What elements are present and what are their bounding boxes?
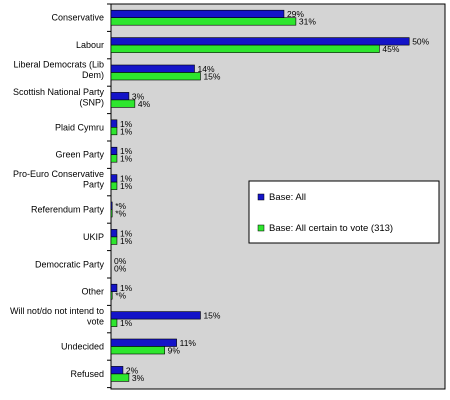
bar-certain <box>110 318 118 327</box>
bar-all <box>110 366 124 375</box>
value-label-all: 29% <box>287 9 304 19</box>
value-label-certain: 1% <box>120 126 133 136</box>
category-label: UKIP <box>83 232 104 242</box>
bar-certain <box>110 291 113 300</box>
bar-all <box>110 9 285 18</box>
bar-certain <box>110 72 201 81</box>
value-label-certain: *% <box>115 291 126 301</box>
bar-certain <box>110 346 165 355</box>
bar-certain <box>110 236 118 245</box>
bar-certain <box>110 373 130 382</box>
value-label-all: 15% <box>203 311 220 321</box>
bar-all <box>110 201 113 210</box>
legend-label-all: Base: All <box>269 192 306 203</box>
value-label-certain: 0% <box>114 263 127 273</box>
value-label-all: 1% <box>120 174 133 184</box>
value-label-all: 0% <box>114 256 127 266</box>
value-label-certain: *% <box>115 209 126 219</box>
bar-certain <box>110 99 136 108</box>
value-label-all: 50% <box>412 37 429 47</box>
legend-label-certain: Base: All certain to vote (313) <box>269 223 393 234</box>
category-label: Democratic Party <box>35 259 105 269</box>
value-label-all: 14% <box>198 64 215 74</box>
bar-all <box>110 64 195 73</box>
bar-all <box>110 119 118 128</box>
value-label-certain: 1% <box>120 318 133 328</box>
category-label: Refused <box>70 369 104 379</box>
value-label-certain: 45% <box>382 44 399 54</box>
bar-certain <box>110 127 118 136</box>
bar-all <box>110 283 118 293</box>
bar-certain <box>110 209 113 218</box>
value-label-certain: 15% <box>203 72 220 82</box>
value-label-all: 1% <box>120 283 133 293</box>
category-label: Plaid Cymru <box>55 122 104 132</box>
value-label-all: 1% <box>120 146 133 156</box>
bar-certain <box>110 44 380 53</box>
value-label-certain: 9% <box>168 346 181 356</box>
legend-swatch-certain <box>257 224 265 232</box>
bar-all <box>110 229 118 238</box>
bar-all <box>110 146 118 155</box>
category-label: Labour <box>76 40 104 50</box>
bar-certain <box>110 181 118 190</box>
category-label: Liberal Democrats (Lib Dem) <box>13 60 104 81</box>
bar-all <box>110 311 201 320</box>
value-label-all: 11% <box>180 338 197 348</box>
bar-certain <box>110 154 118 163</box>
value-label-certain: 1% <box>120 236 133 246</box>
value-label-certain: 4% <box>138 99 151 109</box>
value-labels: 29%31%50%45%14%15%3%4%1%1%1%1%1%1%*%*%1%… <box>114 9 430 383</box>
value-label-certain: 31% <box>299 17 316 27</box>
legend-swatch-all <box>257 193 265 201</box>
legend: Base: All Base: All certain to vote (313… <box>248 180 440 244</box>
value-label-all: 1% <box>120 119 133 129</box>
category-label: Conservative <box>51 13 104 23</box>
category-label: Undecided <box>61 342 104 352</box>
category-label: Other <box>81 287 104 297</box>
category-label: Referendum Party <box>31 205 105 215</box>
value-label-all: 2% <box>126 365 139 375</box>
axis <box>107 3 112 389</box>
category-label: Green Party <box>55 150 104 160</box>
legend-box <box>248 180 440 244</box>
category-label: Pro-Euro Conservative Party <box>13 169 105 190</box>
bars <box>110 9 410 382</box>
value-label-all: 1% <box>120 228 133 238</box>
value-label-all: *% <box>115 201 126 211</box>
bar-all <box>110 174 118 183</box>
value-label-certain: 1% <box>120 154 133 164</box>
bar-all <box>110 92 130 101</box>
category-label: Scottish National Party (SNP) <box>13 87 105 108</box>
category-label: Will not/do not intend to vote <box>10 306 104 327</box>
bar-certain <box>110 17 297 26</box>
value-label-certain: 3% <box>132 373 145 383</box>
bar-all <box>110 37 410 46</box>
value-label-all: 3% <box>132 91 145 101</box>
value-label-certain: 1% <box>120 181 133 191</box>
category-labels: Conservative Labour Liberal Democrats (Lib… <box>10 13 105 379</box>
